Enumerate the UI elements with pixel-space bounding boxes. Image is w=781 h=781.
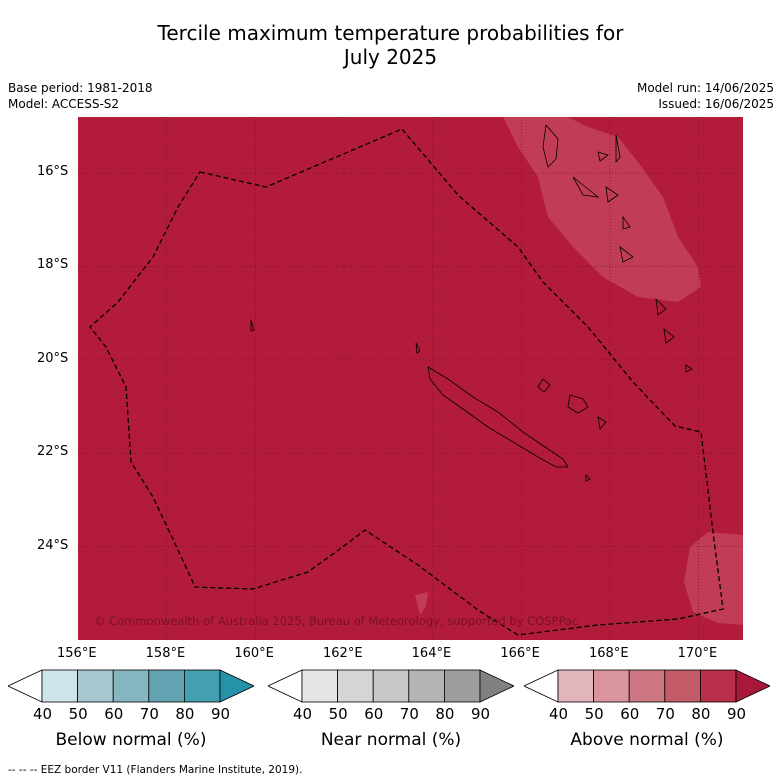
colorbar-tick-label: 80 bbox=[435, 705, 455, 723]
colorbar-segment bbox=[699, 669, 737, 703]
longitude-tick-label: 158°E bbox=[145, 646, 186, 661]
colorbar-title: Above normal (%) bbox=[570, 730, 724, 750]
latitude-tick-label: 22°S bbox=[37, 444, 69, 460]
lighter-probability-region-north bbox=[503, 117, 701, 302]
model-label: Model: ACCESS-S2 bbox=[8, 97, 120, 111]
colorbar-title: Below normal (%) bbox=[55, 730, 207, 750]
longitude-tick-label: 156°E bbox=[57, 646, 97, 661]
colorbar bbox=[268, 669, 514, 703]
map-title-line1: Tercile maximum temperature probabilitie… bbox=[157, 21, 624, 45]
lighter-probability-region-small bbox=[415, 592, 428, 615]
colorbar-segment bbox=[77, 669, 114, 703]
longitude-tick-label: 170°E bbox=[677, 646, 718, 661]
colorbar-tick-label: 70 bbox=[399, 705, 419, 723]
colorbar-tick-label: 90 bbox=[211, 705, 231, 723]
colorbar-over-triangle bbox=[219, 669, 254, 703]
coast-vanuatu bbox=[542, 124, 693, 373]
eez-footer-note: -- -- -- EEZ border V11 (Flanders Marine… bbox=[8, 764, 303, 776]
longitude-tick-label: 160°E bbox=[234, 646, 274, 661]
colorbar-tick-label: 80 bbox=[175, 705, 195, 723]
colorbar-segment bbox=[557, 669, 594, 703]
colorbar-tick-label: 50 bbox=[68, 705, 88, 723]
longitude-tick-label: 168°E bbox=[589, 646, 629, 661]
latitude-tick-label: 24°S bbox=[37, 537, 69, 553]
colorbar-over-triangle bbox=[735, 669, 770, 703]
longitude-tick-label: 162°E bbox=[323, 646, 363, 661]
colorbar-tick-label: 60 bbox=[104, 705, 124, 723]
colorbar-tick-label: 50 bbox=[328, 705, 348, 723]
colorbar-under-triangle bbox=[268, 669, 303, 703]
colorbar-segment bbox=[301, 669, 338, 703]
coast-loyalty-islands bbox=[537, 378, 607, 430]
colorbar-tick-label: 90 bbox=[471, 705, 491, 723]
colorbar-tick-label: 40 bbox=[293, 705, 313, 723]
colorbar-segment bbox=[183, 669, 221, 703]
colorbar bbox=[524, 669, 770, 703]
latitude-tick-label: 20°S bbox=[37, 350, 69, 366]
eez-border bbox=[89, 128, 724, 636]
colorbar-segment bbox=[628, 669, 666, 703]
colorbar-tick-label: 60 bbox=[364, 705, 384, 723]
latitude-tick-label: 18°S bbox=[37, 257, 69, 273]
colorbar-segment bbox=[664, 669, 701, 703]
colorbar-tick-label: 60 bbox=[620, 705, 640, 723]
colorbar-tick-label: 70 bbox=[139, 705, 159, 723]
colorbar-segment bbox=[372, 669, 410, 703]
coast-small-islands bbox=[250, 319, 591, 482]
copyright-text: © Commonwealth of Australia 2025, Bureau… bbox=[94, 614, 578, 628]
longitude-tick-label: 164°E bbox=[411, 646, 452, 661]
probability-map: © Commonwealth of Australia 2025, Bureau… bbox=[78, 117, 743, 640]
issued-label: Issued: 16/06/2025 bbox=[658, 97, 774, 111]
latitude-tick-label: 16°S bbox=[37, 164, 69, 180]
coastlines bbox=[250, 124, 693, 482]
colorbar-segment bbox=[443, 669, 481, 703]
longitude-tick-label: 166°E bbox=[500, 646, 540, 661]
colorbar-tick-label: 70 bbox=[655, 705, 675, 723]
colorbar-segment bbox=[41, 669, 78, 703]
colorbar-segment bbox=[112, 669, 150, 703]
colorbar-title: Near normal (%) bbox=[320, 730, 462, 750]
colorbar-segment bbox=[337, 669, 374, 703]
colorbar-segment bbox=[408, 669, 445, 703]
colorbar-segment bbox=[593, 669, 630, 703]
model-run-label: Model run: 14/06/2025 bbox=[636, 81, 774, 95]
colorbar-tick-label: 90 bbox=[727, 705, 747, 723]
colorbar-over-triangle bbox=[479, 669, 514, 703]
colorbar-under-triangle bbox=[8, 669, 43, 703]
colorbar-tick-label: 40 bbox=[33, 705, 53, 723]
colorbar-tick-label: 40 bbox=[549, 705, 569, 723]
colorbar-tick-label: 80 bbox=[691, 705, 711, 723]
coast-new-caledonia bbox=[427, 366, 569, 468]
graticule bbox=[78, 117, 743, 640]
colorbar-under-triangle bbox=[524, 669, 559, 703]
colorbar bbox=[8, 669, 254, 703]
colorbar-segment bbox=[148, 669, 185, 703]
colorbar-tick-label: 50 bbox=[584, 705, 604, 723]
map-title-line2: July 2025 bbox=[343, 45, 438, 69]
base-period-label: Base period: 1981-2018 bbox=[8, 81, 153, 95]
